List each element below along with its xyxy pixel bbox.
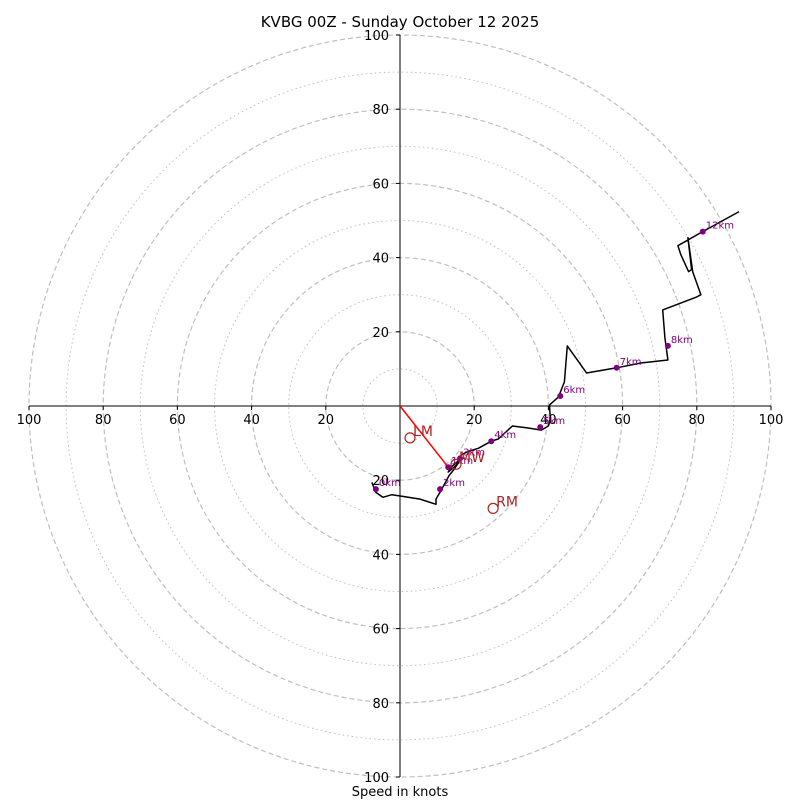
x-tick-label: 80 (95, 413, 112, 428)
height-marker-dot (537, 424, 544, 431)
height-marker-label: 12km (706, 221, 734, 232)
height-marker-label: 7km (620, 357, 642, 368)
shear-vector (399, 405, 449, 468)
storm-motion-marker (487, 502, 499, 514)
x-tick-label: 20 (318, 413, 335, 428)
storm-motion-marker (450, 458, 462, 470)
height-marker-dot (557, 392, 564, 399)
y-tick-label: 40 (372, 252, 389, 267)
height-marker-label: 6km (563, 385, 585, 396)
x-tick-label: 20 (466, 413, 483, 428)
axis-ticks: 100 80 60 40 20 20 40 60 80 100 100 80 60 40 20 20 40 60 8… (17, 29, 784, 786)
height-marker-dot (372, 486, 379, 493)
height-marker-dot (445, 464, 452, 471)
height-marker-label: 1km (451, 456, 473, 467)
height-marker-label: 3km (463, 447, 485, 458)
y-tick-label: 60 (372, 177, 389, 192)
hodograph-group (371, 210, 740, 506)
height-marker-label: 4km (494, 430, 516, 441)
height-marker-dot (699, 228, 706, 235)
storm-motion-label: MW (459, 450, 485, 466)
shear-vector-group (399, 405, 449, 468)
x-tick-label: 60 (169, 413, 186, 428)
y-tick-label: 100 (364, 29, 389, 44)
storm-motions: LM MW RM (404, 424, 518, 514)
y-tick-label: 100 (364, 771, 389, 786)
height-marker-dot (613, 364, 620, 371)
height-marker-label: 0km (379, 478, 401, 489)
height-markers: 0km 1km 2km 3km 4km 5km 6km 7km 8km 12km (372, 221, 734, 493)
storm-motion-marker (404, 432, 416, 444)
y-tick-label: 60 (372, 623, 389, 638)
x-tick-label: 40 (540, 413, 557, 428)
height-marker-dot (488, 438, 495, 445)
height-marker-dot (437, 486, 444, 493)
x-tick-label: 80 (689, 413, 706, 428)
x-tick-label: 40 (243, 413, 260, 428)
x-tick-label: 100 (759, 413, 784, 428)
x-tick-label: 60 (614, 413, 631, 428)
y-tick-label: 20 (372, 326, 389, 341)
y-tick-label: 40 (372, 548, 389, 563)
hodograph-line (371, 210, 740, 506)
storm-motion-label: RM (496, 494, 518, 510)
x-axis-label: Speed in knots (352, 785, 449, 800)
storm-motion-label: LM (413, 424, 433, 440)
height-marker-label: 8km (671, 335, 693, 346)
y-tick-label: 80 (372, 103, 389, 118)
height-marker-dot (664, 342, 671, 349)
x-tick-label: 100 (17, 413, 42, 428)
chart-title: KVBG 00Z - Sunday October 12 2025 (261, 13, 540, 31)
y-tick-label: 20 (372, 474, 389, 489)
height-marker-label: 5km (543, 416, 565, 427)
height-marker-label: 2km (443, 478, 465, 489)
y-tick-label: 80 (372, 697, 389, 712)
